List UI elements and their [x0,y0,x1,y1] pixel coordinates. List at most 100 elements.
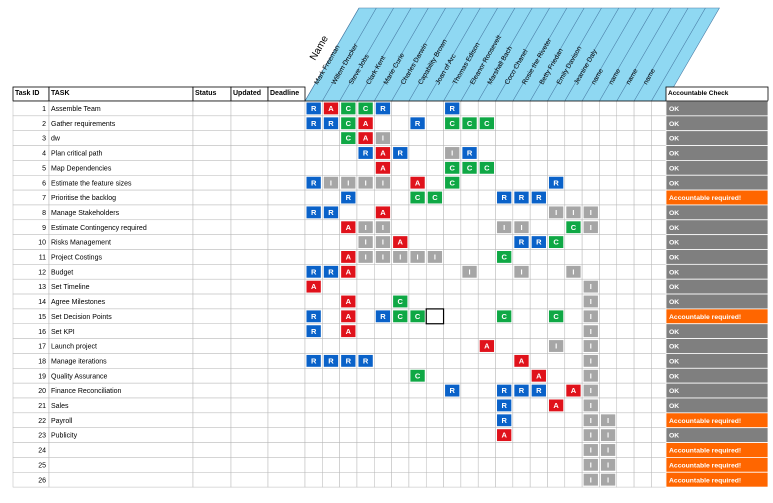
task-row[interactable]: 13 Set Timeline A I OK [12,278,769,295]
raci-cell-i[interactable] [583,325,598,338]
raci-cell-r[interactable] [497,191,512,204]
raci-cell-c[interactable] [548,236,564,248]
task-row[interactable]: 21 Sales R A I OK [12,397,769,414]
raci-cell-a[interactable] [548,399,564,412]
raci-cell-a[interactable] [375,147,391,159]
task-row[interactable]: 14 Agree Milestones A C I OK [12,293,769,310]
task-row[interactable]: 11 Project Costings A I I I I I C OK [12,249,769,265]
raci-cell-i[interactable] [583,221,598,234]
raci-cell-i[interactable] [583,399,598,412]
raci-cell-a[interactable] [358,117,373,130]
raci-cell-c[interactable] [445,176,460,189]
raci-cell-a[interactable] [341,325,356,338]
raci-cell-r[interactable] [341,191,356,204]
task-row[interactable]: 12 Budget R R A I I I OK [12,263,769,280]
raci-cell-r[interactable] [306,176,321,189]
raci-cell-a[interactable] [410,176,425,189]
task-row[interactable]: 8 Manage Stakeholders R R A I I I OK [12,204,769,221]
raci-cell-r[interactable] [514,236,529,248]
raci-cell-c[interactable] [410,310,425,323]
raci-cell-i[interactable] [583,295,598,308]
raci-cell-a[interactable] [479,340,495,352]
raci-cell-r[interactable] [531,236,546,248]
raci-cell-a[interactable] [306,280,321,293]
raci-cell-c[interactable] [479,117,495,130]
raci-cell-r[interactable] [358,147,373,159]
raci-cell-i[interactable] [393,251,408,263]
task-row[interactable]: 24 I I Accountable required! [12,442,769,458]
raci-cell-a[interactable] [341,221,356,234]
raci-cell-r[interactable] [497,414,512,427]
raci-cell-r[interactable] [393,147,408,159]
raci-cell-c[interactable] [462,117,477,130]
raci-cell-i[interactable] [600,414,616,427]
raci-cell-i[interactable] [358,251,373,263]
raci-cell-c[interactable] [445,117,460,130]
raci-cell-c[interactable] [462,161,477,174]
task-row[interactable]: 3 dw C A I OK [12,130,769,146]
raci-cell-c[interactable] [566,221,581,234]
task-row[interactable]: 9 Estimate Contingency required A I I I I C I OK [12,219,769,236]
raci-cell-c[interactable] [479,161,495,174]
raci-cell-i[interactable] [583,354,598,367]
raci-cell-i[interactable] [514,265,529,278]
raci-cell-a[interactable] [393,236,408,248]
raci-cell-r[interactable] [497,399,512,412]
raci-cell-a[interactable] [341,251,356,263]
raci-cell-a[interactable] [358,132,373,145]
raci-cell-r[interactable] [358,354,373,367]
raci-cell-i[interactable] [497,221,512,234]
raci-cell-c[interactable] [497,310,512,323]
raci-cell-r[interactable] [514,191,529,204]
raci-cell-i[interactable] [375,236,391,248]
raci-cell-r[interactable] [445,102,460,115]
raci-cell-i[interactable] [410,251,425,263]
raci-cell-i[interactable] [375,221,391,234]
raci-cell-i[interactable] [583,414,598,427]
raci-cell-i[interactable] [323,176,339,189]
raci-cell-i[interactable] [583,369,598,382]
task-row[interactable]: 25 I I Accountable required! [12,456,769,473]
raci-cell-i[interactable] [548,340,564,352]
task-row[interactable]: 1 Assemble Team R A C C R R OK [12,100,769,117]
raci-cell-i[interactable] [583,310,598,323]
raci-cell-a[interactable] [566,384,581,397]
raci-cell-i[interactable] [583,429,598,442]
raci-cell-r[interactable] [323,206,339,219]
raci-cell-c[interactable] [358,102,373,115]
raci-cell-c[interactable] [341,102,356,115]
raci-cell-i[interactable] [600,429,616,442]
raci-cell-a[interactable] [341,295,356,308]
task-row[interactable]: 26 I I Accountable required! [12,471,769,488]
raci-cell-r[interactable] [323,117,339,130]
raci-cell-i[interactable] [600,458,616,471]
raci-cell-c[interactable] [341,117,356,130]
raci-cell-a[interactable] [375,161,391,174]
raci-cell-c[interactable] [427,191,443,204]
raci-cell-a[interactable] [497,429,512,442]
selected-cell-outline[interactable] [425,308,445,325]
raci-cell-a[interactable] [323,102,339,115]
raci-cell-r[interactable] [531,191,546,204]
raci-cell-i[interactable] [462,265,477,278]
raci-cell-i[interactable] [583,384,598,397]
raci-cell-i[interactable] [514,221,529,234]
raci-cell-r[interactable] [410,117,425,130]
raci-cell-a[interactable] [341,265,356,278]
raci-cell-c[interactable] [410,191,425,204]
raci-cell-i[interactable] [600,444,616,456]
raci-cell-c[interactable] [445,161,460,174]
raci-cell-i[interactable] [548,206,564,219]
raci-cell-r[interactable] [462,147,477,159]
task-row[interactable]: 10 Risks Management I I A R R C OK [12,234,769,250]
raci-cell-i[interactable] [583,340,598,352]
raci-cell-i[interactable] [341,176,356,189]
raci-cell-r[interactable] [323,354,339,367]
task-row[interactable]: 15 Set Decision Points R A R C C C C I Accountable… [12,308,769,325]
raci-cell-i[interactable] [358,176,373,189]
task-row[interactable]: 2 Gather requirements R R C A R C C C OK [12,115,769,132]
raci-cell-i[interactable] [566,206,581,219]
raci-cell-i[interactable] [427,251,443,263]
task-row[interactable]: 4 Plan critical path R A R I R OK [12,145,769,161]
raci-cell-i[interactable] [445,147,460,159]
